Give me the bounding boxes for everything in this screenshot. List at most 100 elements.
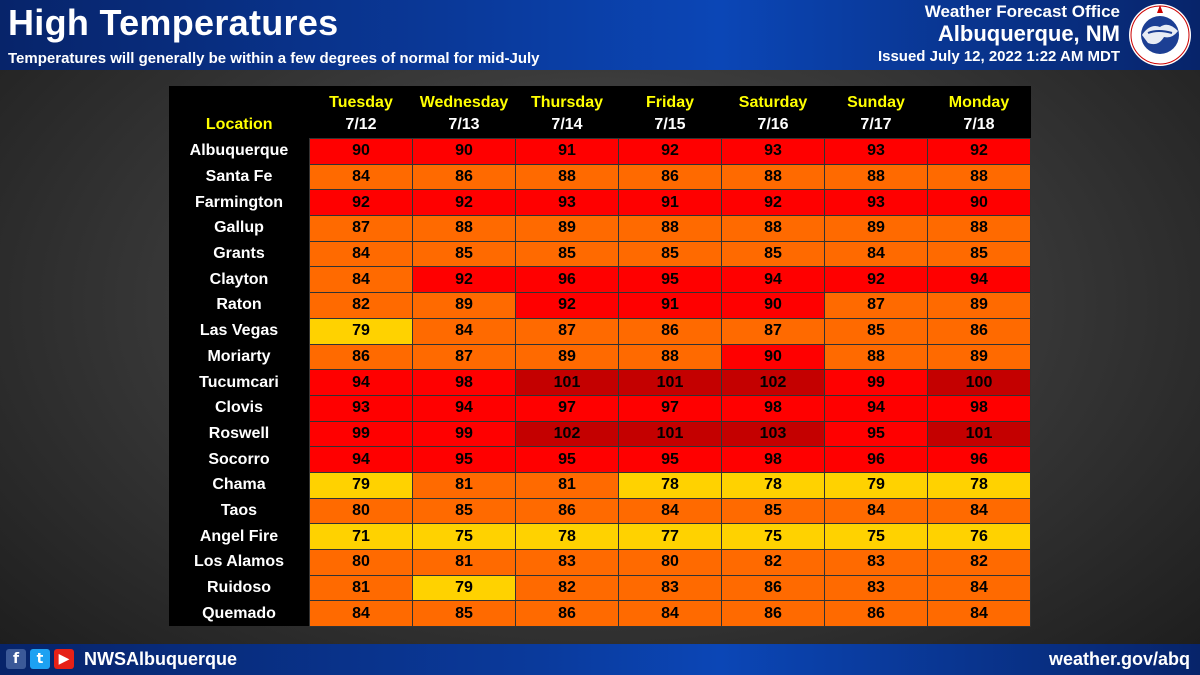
table-row: Angel Fire 71 75 78 77 75 75 76 [169,523,1031,550]
location-name: Santa Fe [205,168,273,186]
table-row: Socorro 94 95 95 95 98 96 96 [169,446,1031,473]
temperature-cell: 103 [721,420,825,448]
temperature-cell: 86 [721,574,825,602]
temperature-cell: 78 [515,523,619,550]
temperature-cell: 83 [618,574,722,602]
temperature-cell: 82 [515,574,619,602]
temperature-cell: 86 [309,343,413,371]
temperature-cell: 90 [309,138,413,165]
location-name: Raton [216,296,262,314]
temperature-cell: 80 [309,497,413,525]
temperature-cell: 88 [721,163,825,191]
temperature-cell: 99 [824,369,928,396]
location-name: Angel Fire [199,527,279,545]
temperature-grid: Tuesday Wednesday Thursday Friday Saturday Su… [169,86,1031,628]
temperature-cell: 98 [721,446,825,473]
temperature-cell: 77 [618,523,722,550]
table-row: Clayton 84 92 96 95 94 92 94 [169,266,1031,294]
temperature-cell: 95 [824,420,928,448]
location-name: Chama [212,476,266,494]
temperature-cell: 84 [927,497,1031,525]
temperature-cell: 101 [618,369,722,396]
twitter-icon[interactable]: t [30,649,50,669]
temperature-cell: 79 [309,317,413,345]
temperature-cell: 81 [515,471,619,499]
location-name: Albuquerque [189,142,289,160]
header-row-dates: Location 7/12 7/13 7/14 7/15 7/16 7/17 7/18 [169,112,1031,139]
temperature-cell: 99 [309,420,413,448]
temperature-cell: 93 [721,138,825,165]
temperature-cell: 81 [412,549,516,576]
temperature-cell: 83 [515,549,619,576]
table-row: Grants 84 85 85 85 85 84 85 [169,240,1031,268]
temperature-cell: 82 [721,549,825,576]
header-banner: High Temperatures Temperatures will gene… [0,0,1200,70]
temperature-cell: 86 [515,497,619,525]
table-row: Las Vegas 79 84 87 86 87 85 86 [169,317,1031,345]
issued-timestamp: Issued July 12, 2022 1:22 AM MDT [877,48,1120,65]
day-header: Saturday [738,94,808,111]
temperature-cell: 95 [618,446,722,473]
table-row: Ruidoso 81 79 82 83 86 83 84 [169,574,1031,602]
location-name: Gallup [214,219,264,237]
date-header: 7/17 [860,116,892,133]
youtube-icon[interactable]: ▶ [54,649,74,669]
social-links: f t ▶ [6,649,74,669]
temperature-cell: 94 [412,394,516,422]
day-header: Tuesday [329,94,393,111]
temperature-cell: 92 [309,189,413,217]
page-title: High Temperatures [8,2,339,43]
table-row: Chama 79 81 81 78 78 79 78 [169,471,1031,499]
temperature-cell: 84 [618,600,722,628]
temperature-cell: 98 [721,394,825,422]
facebook-icon[interactable]: f [6,649,26,669]
location-name: Tucumcari [199,373,279,391]
temperature-cell: 81 [412,471,516,499]
table-row: Tucumcari 94 98 101 101 102 99 100 [169,369,1031,396]
temperature-cell: 85 [412,600,516,628]
temperature-cell: 101 [515,369,619,396]
temperature-cell: 90 [927,189,1031,217]
temperature-cell: 102 [721,369,825,396]
temperature-cell: 89 [927,292,1031,319]
temperature-cell: 75 [412,523,516,550]
temperature-cell: 86 [618,317,722,345]
temperature-cell: 89 [927,343,1031,371]
temperature-cell: 97 [515,394,619,422]
social-handle: NWSAlbuquerque [84,649,237,669]
table-row: Farmington 92 92 93 91 92 93 90 [169,189,1031,217]
table-row: Roswell 99 99 102 101 103 95 101 [169,420,1031,448]
temperature-cell: 99 [412,420,516,448]
temperature-cell: 79 [824,471,928,499]
page-subtitle: Temperatures will generally be within a … [8,50,540,67]
temperature-cell: 92 [515,292,619,319]
temperature-cell: 84 [309,163,413,191]
temperature-cell: 91 [618,292,722,319]
location-name: Quemado [202,604,276,622]
temperature-cell: 81 [309,574,413,602]
temperature-cell: 83 [824,549,928,576]
temperature-cell: 84 [927,574,1031,602]
temperature-cell: 95 [412,446,516,473]
table-row: Albuquerque 90 90 91 92 93 93 92 [169,138,1031,165]
temperature-cell: 88 [515,163,619,191]
temperature-cell: 94 [927,266,1031,294]
location-name: Socorro [208,450,270,468]
table-row: Gallup 87 88 89 88 88 89 88 [169,215,1031,242]
temperature-cell: 88 [412,215,516,242]
location-name: Los Alamos [193,553,285,571]
day-header: Wednesday [419,94,509,111]
temperature-cell: 88 [927,215,1031,242]
temperature-cell: 71 [309,523,413,550]
location-name: Moriarty [207,347,271,365]
table-row: Los Alamos 80 81 83 80 82 83 82 [169,549,1031,576]
temperature-cell: 92 [618,138,722,165]
table-row: Raton 82 89 92 91 90 87 89 [169,292,1031,319]
temperature-cell: 82 [927,549,1031,576]
temperature-cell: 84 [309,600,413,628]
website-link[interactable]: weather.gov/abq [1048,649,1190,669]
temperature-cell: 100 [927,369,1031,396]
temperature-cell: 84 [824,240,928,268]
temperature-cell: 86 [618,163,722,191]
table-row: Clovis 93 94 97 97 98 94 98 [169,394,1031,422]
